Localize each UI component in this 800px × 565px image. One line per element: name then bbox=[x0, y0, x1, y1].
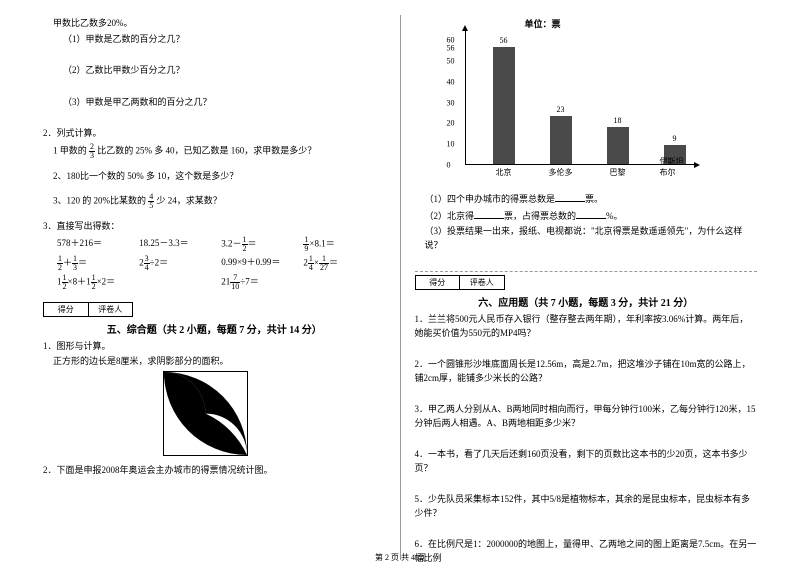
y-tick: 50 bbox=[447, 56, 455, 65]
column-divider bbox=[400, 15, 401, 560]
page-footer: 第 2 页 共 4 页 bbox=[375, 552, 425, 563]
y-axis bbox=[465, 30, 466, 165]
bar-value: 18 bbox=[614, 116, 622, 125]
q1: 1．兰兰将500元人民币存入银行（整存整去两年期），年利率按3.06%计算。两年… bbox=[415, 313, 758, 340]
square-figure bbox=[163, 371, 248, 456]
calc-row-1: 578＋216＝ 18.25－3.3＝ 3.2－12＝ 19×8.1＝ bbox=[57, 236, 386, 253]
chart-q3: （3）投票结果一出来，报纸、电视都说："北京得票是数遥遥领先"，为什么这样说？ bbox=[425, 225, 758, 252]
bar-label: 多伦多 bbox=[549, 167, 573, 178]
scorer-box: 得分 评卷人 bbox=[415, 275, 505, 290]
chart-bar bbox=[550, 116, 572, 164]
y-tick: 0 bbox=[447, 161, 451, 170]
section6-title: 六、应用题（共 7 小题，每题 3 分，共计 21 分） bbox=[415, 294, 758, 309]
p1-q2: （2）乙数比甲数少百分之几？ bbox=[63, 64, 386, 78]
reviewer-label: 评卷人 bbox=[460, 276, 504, 289]
chart-unit-label: 单位：票 bbox=[525, 17, 561, 30]
y-tick: 40 bbox=[447, 77, 455, 86]
right-column: 单位：票 01020304050566056北京23多伦多18巴黎9伊斯坦布尔 … bbox=[407, 15, 766, 560]
q4: 4．一本书，看了几天后还剩160页没看，剩下的页数比这本书的少20页，这本书多少… bbox=[415, 448, 758, 475]
left-column: 甲数比乙数多20%。 （1）甲数是乙数的百分之几？ （2）乙数比甲数少百分之几？… bbox=[35, 15, 394, 560]
s5-q1-body: 正方形的边长是8厘米，求阴影部分的面积。 bbox=[53, 355, 386, 369]
fraction: 23 bbox=[89, 143, 95, 160]
q5: 5．少先队员采集标本152件，其中5/8是植物标本，其余的是昆虫标本，昆虫标本有… bbox=[415, 493, 758, 520]
bar-value: 23 bbox=[557, 105, 565, 114]
chart-q1: （1）四个申办城市的得票总数是票。 bbox=[425, 192, 758, 207]
y-tick: 20 bbox=[447, 119, 455, 128]
s5-q2: 2．下面是申报2008年奥运会主办城市的得票情况统计图。 bbox=[43, 464, 386, 478]
arrow-right-icon bbox=[694, 162, 700, 168]
p2-title: 2．列式计算。 bbox=[43, 127, 386, 141]
scorer-box: 得分 评卷人 bbox=[43, 302, 133, 317]
p3-title: 3．直接写出得数： bbox=[43, 220, 386, 234]
p1-q1: （1）甲数是乙数的百分之几？ bbox=[63, 33, 386, 47]
calc-row-3: 112×8＋112×2＝ 21710÷7＝ bbox=[57, 274, 386, 291]
y-tick: 30 bbox=[447, 98, 455, 107]
bar-chart: 单位：票 01020304050566056北京23多伦多18巴黎9伊斯坦布尔 bbox=[445, 15, 705, 190]
p1-intro: 甲数比乙数多20%。 bbox=[53, 17, 386, 31]
y-tick: 56 bbox=[447, 44, 455, 53]
dashed-divider bbox=[415, 271, 758, 272]
section5-title: 五、综合题（共 2 小题，每题 7 分，共计 14 分） bbox=[43, 321, 386, 336]
p2-q2: 2、180比一个数的 50% 多 10，这个数是多少？ bbox=[53, 170, 386, 184]
bar-value: 56 bbox=[500, 36, 508, 45]
fraction: 45 bbox=[148, 193, 154, 210]
calc-row-2: 12＋13＝ 234÷2＝ 0.99×9＋0.99＝ 214×127＝ bbox=[57, 255, 386, 272]
bar-label: 伊斯坦布尔 bbox=[660, 156, 690, 178]
q3: 3．甲乙两人分别从A、B两地同时相向而行，甲每分钟行100米，乙每分钟行120米… bbox=[415, 403, 758, 430]
p1-q3: （3）甲数是甲乙两数和的百分之几？ bbox=[63, 96, 386, 110]
score-label: 得分 bbox=[44, 303, 89, 316]
score-label: 得分 bbox=[416, 276, 461, 289]
blank-field[interactable] bbox=[555, 192, 585, 202]
p2-q1: 1 甲数的 23 比乙数的 25% 多 40，已知乙数是 160，求甲数是多少？ bbox=[53, 143, 386, 160]
chart-q2: （2）北京得票，占得票总数的%。 bbox=[425, 209, 758, 224]
q2: 2．一个圆锥形沙堆底面周长是12.56m，高是2.7m，把这堆沙子铺在10m宽的… bbox=[415, 358, 758, 385]
y-tick: 10 bbox=[447, 140, 455, 149]
bar-label: 北京 bbox=[496, 167, 512, 178]
blank-field[interactable] bbox=[474, 209, 504, 219]
p2-q3: 3、120 的 20%比某数的 45 少 24，求某数？ bbox=[53, 193, 386, 210]
y-tick: 60 bbox=[447, 36, 455, 45]
leaf-shape-icon bbox=[164, 372, 247, 455]
s5-q1-title: 1．图形与计算。 bbox=[43, 340, 386, 354]
chart-bar bbox=[607, 127, 629, 165]
q6: 6．在比例尺是1：2000000的地图上，量得甲、乙两地之间的图上距离是7.5c… bbox=[415, 538, 758, 565]
reviewer-label: 评卷人 bbox=[89, 303, 133, 316]
chart-bar bbox=[493, 47, 515, 164]
blank-field[interactable] bbox=[576, 209, 606, 219]
bar-value: 9 bbox=[673, 134, 677, 143]
bar-label: 巴黎 bbox=[610, 167, 626, 178]
